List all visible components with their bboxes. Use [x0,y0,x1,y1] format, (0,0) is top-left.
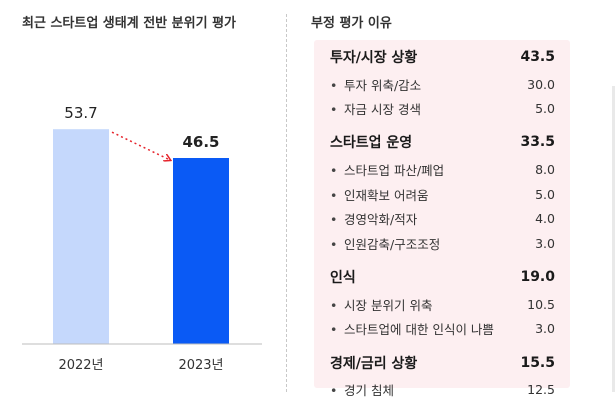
category-label: 인식 [330,270,356,287]
bar-chart: 53.7 2022년 46.5 2023년 [22,104,262,373]
bullet-icon: • [330,162,338,178]
reason-value: 4.0 [535,211,555,227]
bullet-icon: • [330,297,338,313]
reason-item: • 스타트업에 대한 인식이 나쁨 3.0 [314,317,570,341]
reason-value: 3.0 [535,236,555,251]
bullet-icon: • [330,187,338,203]
bullet-icon: • [330,383,338,399]
reason-label: 인재확보 어려움 [344,187,429,203]
reason-label: 시장 분위기 위축 [344,297,433,313]
reason-label: 자금 시장 경색 [344,102,421,118]
reason-value: 5.0 [535,101,555,117]
chart-title: 최근 스타트업 생태계 전반 분위기 평가 [22,16,236,31]
bullet-icon: • [330,212,338,228]
reason-value: 3.0 [535,321,555,337]
reason-label: 경기 침체 [344,383,394,399]
reason-value: 12.5 [527,382,555,398]
bullet-icon: • [330,77,338,93]
reason-label: 스타트업 파산/폐업 [344,162,445,178]
adjacent-panel-edge [612,86,615,392]
reason-item: • 인원감축/구조조정 3.0 [314,232,570,256]
reason-item: • 경영악화/적자 4.0 [314,207,570,231]
reason-value: 30.0 [527,76,555,92]
reason-item: • 스타트업 파산/폐업 8.0 [314,157,570,181]
reason-label: 경영악화/적자 [344,212,418,228]
x-tick-label-2022: 2022년 [58,358,103,373]
data-label-2022: 53.7 [64,104,97,122]
reason-value: 8.0 [535,161,555,177]
category-value: 43.5 [520,49,555,65]
bullet-icon: • [330,102,338,118]
reason-label: 투자 위축/감소 [344,77,422,93]
data-label-2023: 46.5 [182,133,219,151]
category-row: 스타트업 운영 33.5 [314,130,570,154]
panel-divider [286,14,287,392]
bar-2022 [53,129,109,344]
bar-2023 [173,158,229,344]
bullet-icon: • [330,322,338,338]
reason-item: • 인재확보 어려움 5.0 [314,182,570,206]
category-value: 33.5 [520,134,555,151]
category-label: 스타트업 운영 [330,135,413,152]
reason-item: • 경기 침체 12.5 [314,378,570,402]
category-row: 인식 19.0 [314,265,570,289]
reason-value: 10.5 [527,296,555,312]
reason-item: • 투자 위축/감소 30.0 [314,72,570,96]
category-value: 15.5 [520,354,555,371]
reason-item: • 시장 분위기 위축 10.5 [314,292,570,316]
reasons-title: 부정 평가 이유 [311,16,392,31]
x-tick-label-2023: 2023년 [178,358,223,373]
category-value: 19.0 [520,269,555,286]
reason-label: 스타트업에 대한 인식이 나쁨 [344,322,494,338]
reason-label: 인원감축/구조조정 [344,237,441,252]
reason-item: • 자금 시장 경색 5.0 [314,97,570,121]
category-row: 경제/금리 상황 15.5 [314,351,570,375]
category-label: 투자/시장 상황 [330,50,418,66]
category-label: 경제/금리 상황 [330,355,418,372]
reason-value: 5.0 [535,186,555,202]
bullet-icon: • [330,237,338,252]
reasons-panel: 투자/시장 상황 43.5 • 투자 위축/감소 30.0 • 자금 시장 경색 5.0 스타트… [314,40,570,398]
decrease-arrow [111,131,170,160]
category-row: 투자/시장 상황 43.5 [314,45,570,69]
